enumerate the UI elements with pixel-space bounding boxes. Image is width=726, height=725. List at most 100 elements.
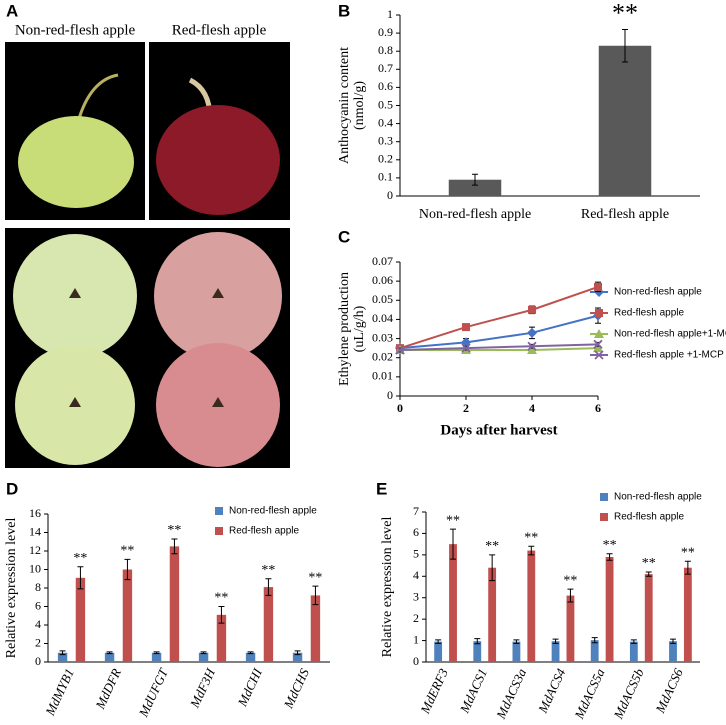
bar bbox=[683, 567, 692, 662]
y-tick-label: 7 bbox=[413, 504, 419, 518]
stem bbox=[76, 73, 119, 123]
y-tick-label: 6 bbox=[413, 525, 419, 539]
y-tick-label: 8 bbox=[35, 580, 41, 594]
legend-label: Red-flesh apple +1-MCP bbox=[614, 350, 724, 361]
bar bbox=[629, 641, 638, 662]
bar bbox=[566, 595, 575, 662]
line bbox=[399, 285, 599, 350]
apple bbox=[156, 105, 280, 215]
x-tick-label: 0 bbox=[397, 401, 403, 415]
y-tick-label: 12 bbox=[29, 543, 41, 557]
y-tick-label: 0.1 bbox=[378, 170, 393, 184]
error-bar bbox=[312, 585, 319, 606]
y-tick-label: 0.7 bbox=[378, 61, 393, 75]
error-bar bbox=[435, 639, 442, 644]
y-tick-label: 2 bbox=[35, 635, 41, 649]
y-axis-label: (nmol/g) bbox=[352, 81, 367, 130]
error-bar bbox=[472, 173, 478, 186]
y-tick-label: 0 bbox=[413, 654, 419, 668]
error-bar bbox=[153, 651, 160, 655]
y-tick-label: 4 bbox=[413, 568, 419, 582]
y-axis-label: Relative expression level bbox=[380, 517, 395, 658]
bar bbox=[551, 641, 560, 662]
bar bbox=[644, 574, 653, 662]
bar bbox=[75, 577, 86, 662]
y-axis-label: Relative expression level bbox=[4, 518, 19, 659]
significance: ** bbox=[73, 551, 87, 566]
bar bbox=[590, 640, 599, 662]
error-bar bbox=[247, 651, 254, 655]
photo-label: Non-red-flesh apple bbox=[15, 22, 136, 38]
x-tick-label: 2 bbox=[463, 401, 469, 415]
error-bar bbox=[684, 560, 691, 575]
chart: E 0 1 2 3 4 5 6 7 Relative expression level MdERF3… bbox=[376, 479, 702, 721]
bar bbox=[198, 652, 209, 662]
x-tick-label: MdERF3 bbox=[417, 666, 451, 717]
y-tick-label: 0.04 bbox=[372, 311, 393, 325]
bar bbox=[122, 569, 133, 662]
x-axis-label: Days after harvest bbox=[440, 422, 557, 438]
error-bar bbox=[200, 651, 207, 655]
significance: ** bbox=[681, 546, 695, 561]
bar bbox=[310, 595, 321, 662]
y-tick-label: 0 bbox=[387, 188, 393, 202]
x-tick-label: MdF3H bbox=[187, 666, 219, 711]
significance: ** bbox=[214, 591, 228, 606]
x-tick-label: MdACS5a bbox=[571, 666, 608, 722]
marker bbox=[462, 323, 470, 332]
legend-marker bbox=[594, 329, 604, 338]
error-bar bbox=[77, 566, 84, 590]
marker bbox=[593, 343, 603, 353]
y-tick-label: 1 bbox=[413, 632, 419, 646]
error-bar bbox=[567, 588, 574, 603]
marker bbox=[395, 345, 405, 355]
error-bar bbox=[645, 571, 652, 577]
panel-label: D bbox=[6, 479, 18, 498]
error-bar bbox=[124, 558, 131, 581]
error-bar bbox=[669, 638, 676, 644]
error-bar bbox=[622, 28, 628, 63]
x-tick-label: Red-flesh apple bbox=[581, 207, 669, 222]
significance: ** bbox=[120, 544, 134, 559]
y-tick-label: 0 bbox=[35, 654, 41, 668]
y-tick-label: 1 bbox=[387, 7, 393, 21]
error-bar bbox=[265, 578, 272, 596]
bar bbox=[669, 641, 677, 662]
y-axis-label: Anthocyanin content bbox=[337, 47, 352, 164]
line bbox=[399, 343, 599, 352]
y-tick-label: 0.01 bbox=[372, 369, 393, 383]
bar bbox=[527, 550, 536, 662]
y-tick-label: 10 bbox=[29, 561, 41, 575]
y-tick-label: 0.5 bbox=[378, 97, 393, 111]
bar bbox=[449, 544, 457, 662]
panel-label: A bbox=[6, 1, 18, 20]
y-tick-label: 6 bbox=[35, 598, 41, 612]
legend-swatch bbox=[215, 507, 223, 515]
chart: D 0 2 4 6 8 10 12 14 16 Relative expression level M… bbox=[4, 479, 330, 720]
y-tick-label: 0.4 bbox=[378, 115, 393, 129]
bar bbox=[605, 557, 614, 662]
x-tick-label: MdACS1 bbox=[456, 666, 490, 716]
x-tick-label: MdACS5b bbox=[610, 666, 647, 722]
error-bar bbox=[489, 554, 496, 582]
charts: B 0 0.1 0.2 0.3 0.4 0.5 0.6 0.7 0.8 0.9 1 Anthocyani… bbox=[4, 0, 726, 722]
significance: ** bbox=[485, 539, 499, 554]
bar bbox=[473, 641, 482, 662]
x-tick-label: MdACS6 bbox=[652, 666, 686, 716]
error-bar bbox=[294, 650, 301, 656]
legend-swatch bbox=[600, 513, 608, 521]
bar bbox=[104, 652, 115, 662]
y-tick-label: 14 bbox=[29, 524, 41, 538]
x-tick-label: MdUFGT bbox=[135, 665, 171, 719]
y-tick-label: 0.05 bbox=[372, 292, 393, 306]
legend-label: Red-flesh apple bbox=[614, 308, 684, 319]
error-bar bbox=[552, 638, 559, 644]
y-tick-label: 16 bbox=[29, 506, 41, 520]
significance: ** bbox=[167, 523, 181, 538]
y-tick-label: 0.6 bbox=[378, 79, 393, 93]
x-tick-label: MdDFR bbox=[92, 666, 124, 712]
x-tick-label: MdACS4 bbox=[535, 666, 569, 716]
legend-marker bbox=[594, 350, 604, 360]
photo-label: Red-flesh apple bbox=[172, 22, 267, 38]
